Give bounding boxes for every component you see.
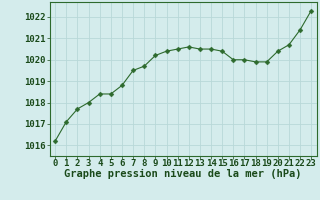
X-axis label: Graphe pression niveau de la mer (hPa): Graphe pression niveau de la mer (hPa) xyxy=(64,169,302,179)
